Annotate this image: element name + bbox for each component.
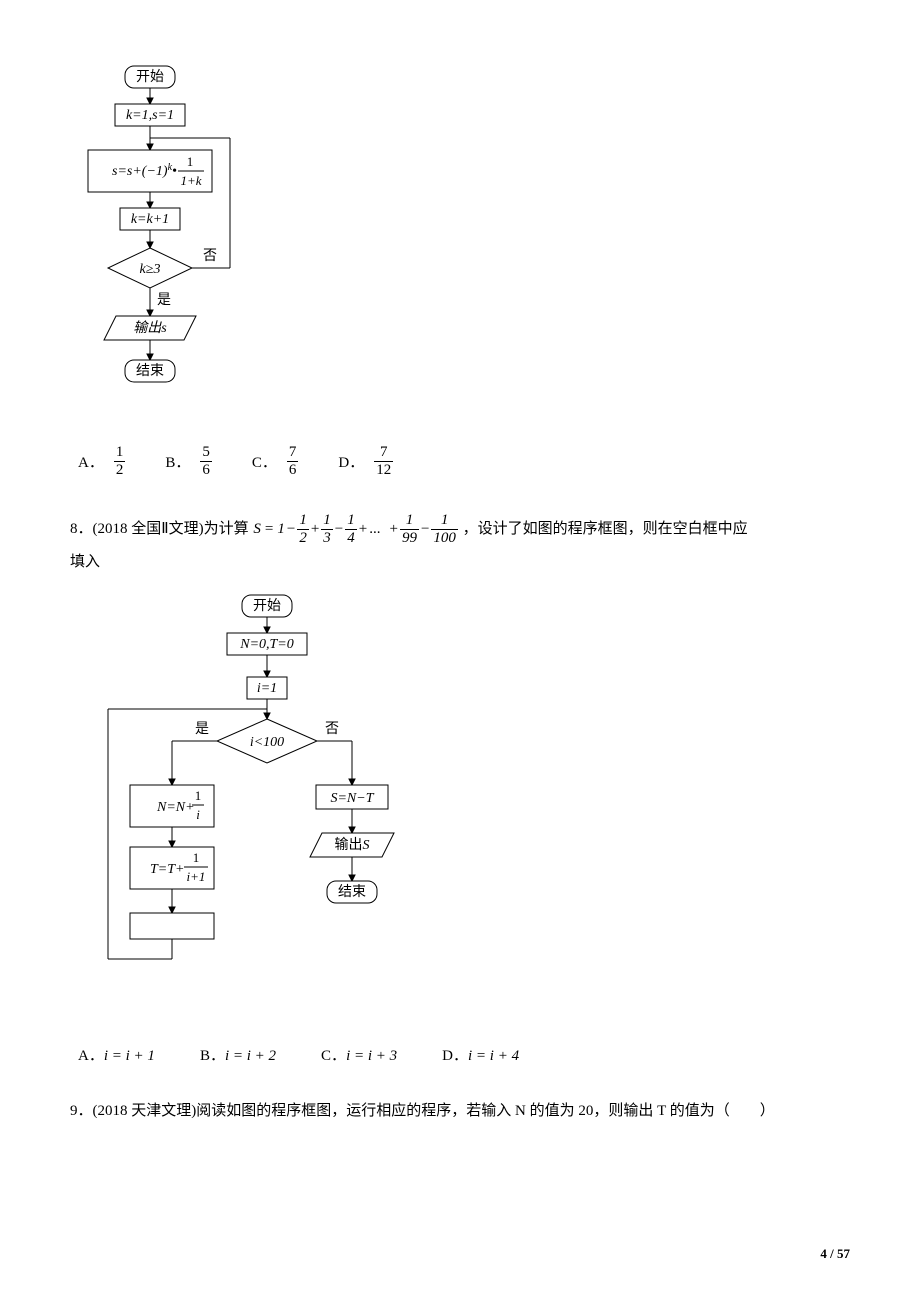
svg-text:1: 1 xyxy=(193,850,200,865)
q8-options: A．i = i + 1 B．i = i + 2 C．i = i + 3 D．i … xyxy=(78,1044,850,1065)
q7-opt-c: C． 76 xyxy=(252,445,299,478)
fc1-cond: k≥3 xyxy=(140,262,161,277)
q8-opt-a: A．i = i + 1 xyxy=(78,1044,155,1065)
q8-opt-d: D．i = i + 4 xyxy=(442,1044,519,1065)
flowchart-2: 开始 N=0,T=0 i=1 i<100 是 否 N=N+ 1 i T=T+ 1… xyxy=(100,589,420,1019)
fc2-init: N=0,T=0 xyxy=(239,637,294,652)
q7-opt-d: D． 712 xyxy=(338,445,393,478)
fc1-start: 开始 xyxy=(136,69,164,85)
q9-text: 9．(2018 天津文理)阅读如图的程序框图，运行相应的程序，若输入 N 的值为… xyxy=(70,1095,850,1128)
fc2-start: 开始 xyxy=(253,598,281,614)
fc2-out: 输出S xyxy=(335,837,370,853)
svg-text:s=s+(−1)k•: s=s+(−1)k• xyxy=(112,162,177,180)
fc1-end: 结束 xyxy=(136,363,164,379)
q8-opt-b: B．i = i + 2 xyxy=(200,1044,276,1065)
q7-options: A． 12 B． 56 C． 76 D． 712 xyxy=(78,445,850,478)
svg-text:1: 1 xyxy=(187,154,194,169)
svg-text:i: i xyxy=(196,807,200,822)
fc2-yes: 是 xyxy=(195,722,209,737)
fc1-yes: 是 xyxy=(157,293,171,308)
q7-opt-a: A． 12 xyxy=(78,445,125,478)
q7-opt-b: B． 56 xyxy=(165,445,212,478)
svg-text:N=N+: N=N+ xyxy=(156,800,195,815)
q8-text: 8．(2018 全国Ⅱ文理)为计算 S= 1 −12 +13 −14 +... … xyxy=(70,513,850,579)
fc2-end: 结束 xyxy=(338,884,366,900)
fc1-no: 否 xyxy=(203,249,217,264)
fc2-snt: S=N−T xyxy=(330,791,374,806)
flowchart-1: 开始 k=1,s=1 s=s+(−1)k• 1 1+k k=k+1 k≥3 否 … xyxy=(70,60,290,420)
svg-text:T=T+: T=T+ xyxy=(150,862,184,877)
page-number: 4 / 57 xyxy=(820,1246,850,1262)
fc1-out: 输出s xyxy=(133,320,167,336)
svg-text:i+1: i+1 xyxy=(187,869,206,884)
svg-text:1+k: 1+k xyxy=(180,173,201,188)
svg-text:1: 1 xyxy=(195,788,202,803)
q8-equation: S= 1 −12 +13 −14 +... +199 −1100 xyxy=(252,513,459,546)
q8-opt-c: C．i = i + 3 xyxy=(321,1044,397,1065)
page: 开始 k=1,s=1 s=s+(−1)k• 1 1+k k=k+1 k≥3 否 … xyxy=(0,0,920,1302)
fc1-init: k=1,s=1 xyxy=(126,108,174,123)
fc2-i1: i=1 xyxy=(257,681,277,696)
fc1-inc: k=k+1 xyxy=(131,212,169,227)
fc2-cond: i<100 xyxy=(250,735,284,750)
fc2-no: 否 xyxy=(325,722,339,737)
